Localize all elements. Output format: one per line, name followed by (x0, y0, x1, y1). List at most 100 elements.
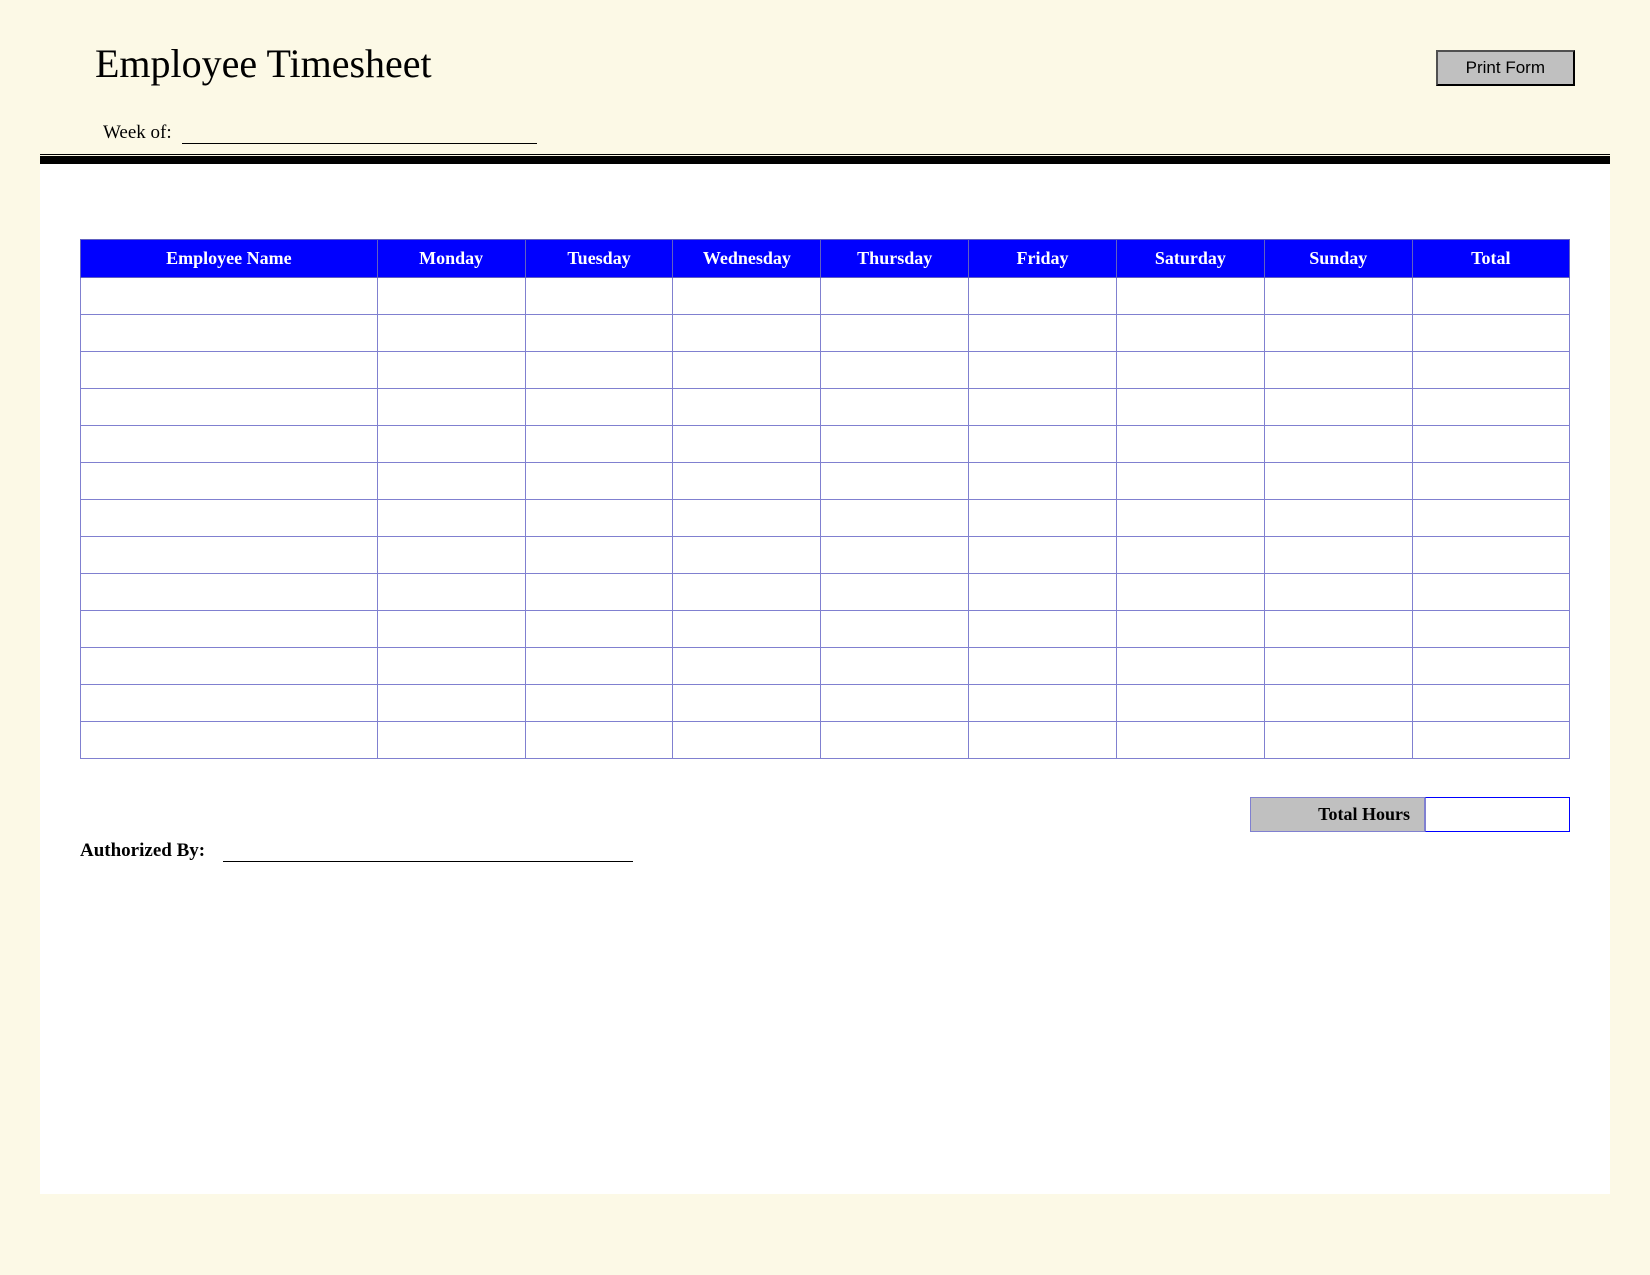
table-cell[interactable] (525, 537, 673, 574)
table-cell[interactable] (673, 389, 821, 426)
table-cell[interactable] (525, 315, 673, 352)
table-cell[interactable] (1412, 426, 1569, 463)
table-cell[interactable] (1264, 426, 1412, 463)
table-cell[interactable] (969, 611, 1117, 648)
table-cell[interactable] (81, 426, 378, 463)
table-cell[interactable] (821, 537, 969, 574)
table-cell[interactable] (821, 278, 969, 315)
table-cell[interactable] (969, 426, 1117, 463)
table-cell[interactable] (821, 611, 969, 648)
table-cell[interactable] (673, 426, 821, 463)
table-cell[interactable] (377, 537, 525, 574)
table-cell[interactable] (821, 574, 969, 611)
table-cell[interactable] (1264, 278, 1412, 315)
print-form-button[interactable]: Print Form (1436, 50, 1575, 86)
table-cell[interactable] (525, 426, 673, 463)
table-cell[interactable] (81, 574, 378, 611)
table-cell[interactable] (1116, 537, 1264, 574)
table-cell[interactable] (969, 352, 1117, 389)
table-cell[interactable] (1116, 648, 1264, 685)
table-cell[interactable] (81, 500, 378, 537)
table-cell[interactable] (1412, 315, 1569, 352)
table-cell[interactable] (1264, 463, 1412, 500)
table-cell[interactable] (525, 278, 673, 315)
table-cell[interactable] (969, 315, 1117, 352)
table-cell[interactable] (1264, 500, 1412, 537)
table-cell[interactable] (525, 722, 673, 759)
table-cell[interactable] (969, 722, 1117, 759)
table-cell[interactable] (673, 685, 821, 722)
table-cell[interactable] (969, 500, 1117, 537)
table-cell[interactable] (1264, 611, 1412, 648)
table-cell[interactable] (673, 315, 821, 352)
table-cell[interactable] (1264, 352, 1412, 389)
table-cell[interactable] (81, 685, 378, 722)
table-cell[interactable] (81, 352, 378, 389)
table-cell[interactable] (81, 722, 378, 759)
table-cell[interactable] (1116, 463, 1264, 500)
table-cell[interactable] (525, 352, 673, 389)
table-cell[interactable] (821, 463, 969, 500)
table-cell[interactable] (377, 463, 525, 500)
table-cell[interactable] (81, 389, 378, 426)
table-cell[interactable] (821, 685, 969, 722)
table-cell[interactable] (969, 574, 1117, 611)
table-cell[interactable] (525, 463, 673, 500)
week-of-input[interactable] (182, 122, 537, 144)
table-cell[interactable] (1264, 537, 1412, 574)
table-cell[interactable] (377, 352, 525, 389)
table-cell[interactable] (969, 648, 1117, 685)
table-cell[interactable] (525, 500, 673, 537)
table-cell[interactable] (377, 574, 525, 611)
table-cell[interactable] (1412, 574, 1569, 611)
table-cell[interactable] (1116, 389, 1264, 426)
table-cell[interactable] (1264, 389, 1412, 426)
table-cell[interactable] (1412, 500, 1569, 537)
total-hours-input[interactable] (1425, 797, 1570, 832)
table-cell[interactable] (1412, 352, 1569, 389)
table-cell[interactable] (1412, 278, 1569, 315)
table-cell[interactable] (821, 389, 969, 426)
table-cell[interactable] (1412, 722, 1569, 759)
table-cell[interactable] (673, 463, 821, 500)
table-cell[interactable] (673, 648, 821, 685)
table-cell[interactable] (673, 722, 821, 759)
table-cell[interactable] (1264, 315, 1412, 352)
table-cell[interactable] (1116, 352, 1264, 389)
table-cell[interactable] (525, 574, 673, 611)
table-cell[interactable] (81, 537, 378, 574)
table-cell[interactable] (377, 685, 525, 722)
table-cell[interactable] (525, 611, 673, 648)
table-cell[interactable] (377, 278, 525, 315)
table-cell[interactable] (377, 315, 525, 352)
table-cell[interactable] (1412, 389, 1569, 426)
table-cell[interactable] (1264, 685, 1412, 722)
table-cell[interactable] (525, 389, 673, 426)
table-cell[interactable] (81, 315, 378, 352)
table-cell[interactable] (1412, 611, 1569, 648)
table-cell[interactable] (525, 685, 673, 722)
table-cell[interactable] (1116, 278, 1264, 315)
table-cell[interactable] (377, 500, 525, 537)
table-cell[interactable] (821, 648, 969, 685)
table-cell[interactable] (821, 315, 969, 352)
table-cell[interactable] (377, 389, 525, 426)
table-cell[interactable] (1116, 722, 1264, 759)
table-cell[interactable] (821, 722, 969, 759)
table-cell[interactable] (377, 611, 525, 648)
table-cell[interactable] (673, 537, 821, 574)
table-cell[interactable] (1264, 574, 1412, 611)
table-cell[interactable] (81, 463, 378, 500)
table-cell[interactable] (969, 537, 1117, 574)
table-cell[interactable] (81, 611, 378, 648)
table-cell[interactable] (81, 648, 378, 685)
table-cell[interactable] (1116, 426, 1264, 463)
table-cell[interactable] (525, 648, 673, 685)
table-cell[interactable] (969, 463, 1117, 500)
table-cell[interactable] (81, 278, 378, 315)
table-cell[interactable] (1116, 574, 1264, 611)
table-cell[interactable] (1264, 722, 1412, 759)
table-cell[interactable] (1264, 648, 1412, 685)
table-cell[interactable] (377, 722, 525, 759)
table-cell[interactable] (673, 574, 821, 611)
